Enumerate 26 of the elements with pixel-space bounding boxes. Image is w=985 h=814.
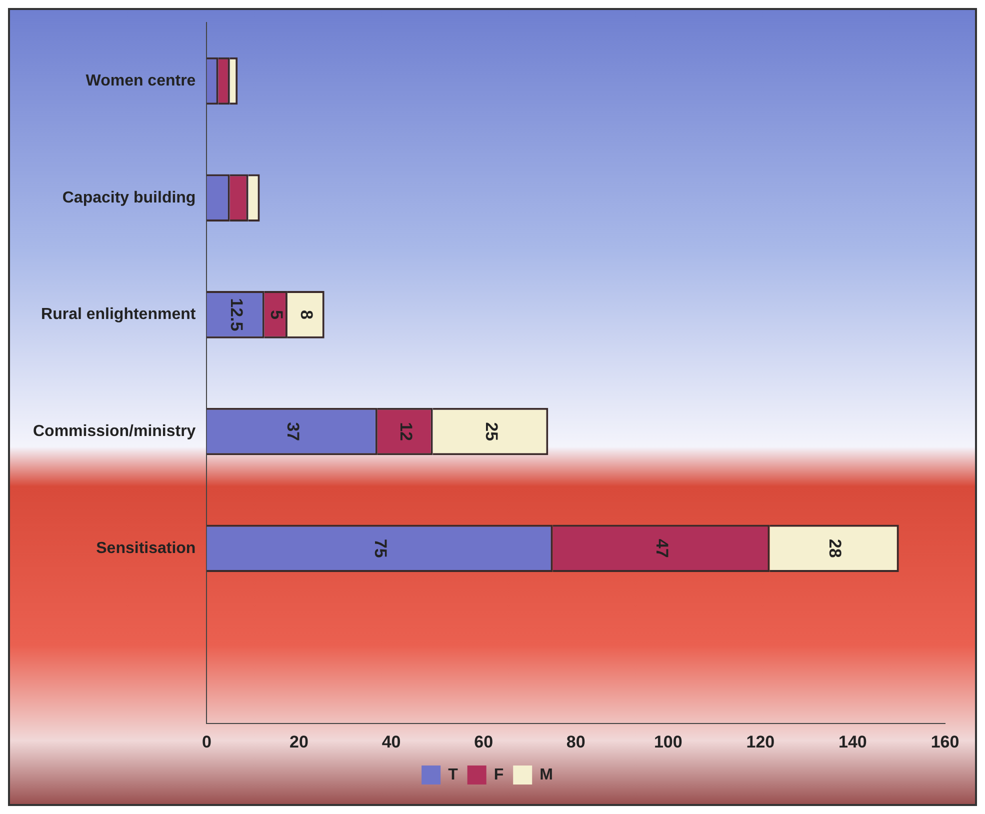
y-tick-label: Capacity building: [62, 189, 196, 206]
data-label: 5: [267, 310, 286, 320]
x-tick-label: 120: [746, 732, 775, 752]
x-tick-label: 40: [382, 732, 401, 752]
data-label: 8: [297, 310, 316, 320]
x-tick-label: 60: [474, 732, 494, 752]
y-tick-label: Commission/ministry: [33, 422, 196, 440]
data-label: 28: [826, 538, 845, 558]
legend-label: M: [540, 766, 553, 784]
data-label: 75: [371, 538, 390, 558]
x-tick-label: 160: [930, 732, 960, 752]
y-tick-label: Sensitisation: [96, 540, 196, 557]
data-label: 12.5: [226, 298, 246, 332]
data-label: 12: [396, 422, 416, 441]
x-tick-label: 140: [838, 732, 867, 752]
x-tick-label: 100: [654, 732, 682, 752]
legend-label: T: [448, 766, 458, 784]
x-tick-label: 20: [290, 732, 308, 752]
x-tick-label: 80: [566, 732, 586, 752]
y-tick-label: Women centre: [86, 72, 196, 90]
data-label: 47: [652, 538, 672, 558]
data-label: 37: [283, 422, 302, 441]
y-tick-label: Rural enlightenment: [41, 306, 196, 324]
data-label: 25: [482, 422, 501, 441]
x-tick-label: 0: [202, 732, 212, 752]
legend-label: F: [494, 766, 504, 784]
